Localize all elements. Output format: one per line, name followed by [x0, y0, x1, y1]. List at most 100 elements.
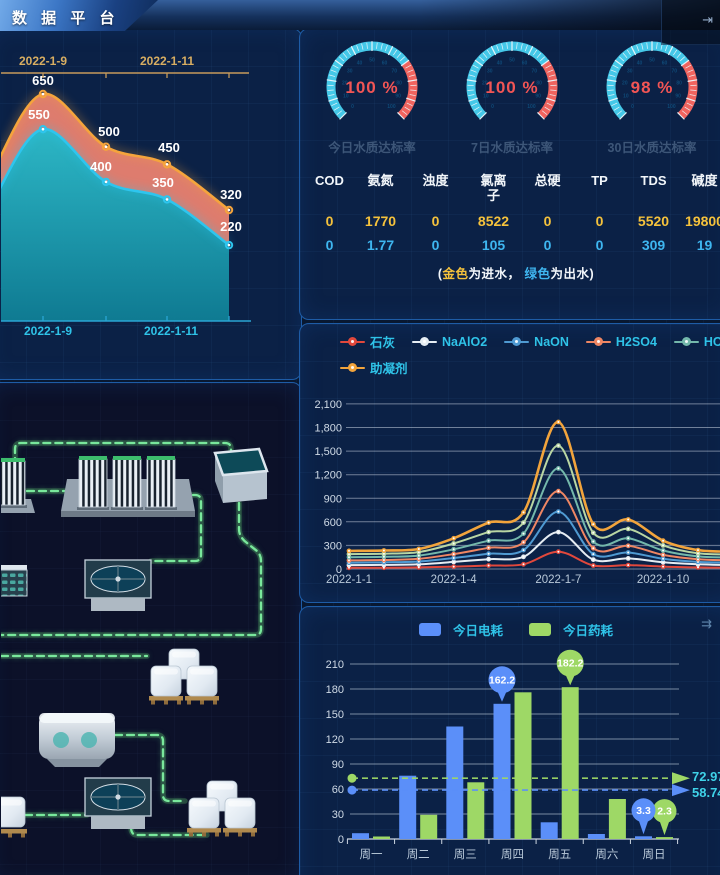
value-label: 450 — [158, 140, 180, 155]
x-tick-label: 周六 — [595, 848, 618, 861]
corner-box — [661, 0, 720, 45]
facility-3d-panel — [0, 382, 302, 875]
value-label: 650 — [32, 73, 54, 88]
bar-今日电耗 — [587, 834, 605, 839]
x-tick-label: 周三 — [454, 848, 477, 861]
average-dot — [347, 773, 357, 783]
y-tick-label: 150 — [326, 709, 344, 721]
table-cell: 5520 — [637, 212, 670, 229]
average-arrow — [672, 772, 690, 785]
gauge-label: 今日水质达标率 — [328, 141, 416, 155]
series-line-石灰 — [348, 550, 720, 569]
svg-text:50: 50 — [369, 57, 375, 63]
legend-item-H2SO4[interactable]: H2SO4 — [585, 332, 657, 351]
legend-item-HCL[interactable]: HCL — [673, 332, 720, 351]
dosing-legend: 石灰NaAlO2NaONH2SO4HCLNaCLO助凝剂 — [340, 332, 720, 384]
svg-text:70: 70 — [391, 69, 397, 75]
table-cell: 0 — [431, 212, 440, 229]
bag-stack-1 — [149, 648, 219, 705]
bar-今日电耗 — [635, 836, 652, 839]
legend-item-今日电耗[interactable]: 今日电耗 — [418, 620, 503, 639]
y-tick-label: 120 — [326, 734, 344, 746]
table-cell: 0 — [325, 212, 334, 229]
value-balloon — [556, 649, 584, 677]
y-tick-label: 2,100 — [314, 399, 342, 411]
balloon-value: 2.3 — [657, 806, 672, 818]
water-quality-table: COD 氨氮 浊度 氯离子 总硬 TP TDS 碱度 0 1770 0 8522 0 0 5520 1980 0… — [304, 170, 720, 253]
consumption-legend: 今日电耗 今日药耗 — [300, 620, 720, 639]
table-header-cell: TP — [591, 173, 608, 188]
table-header-cell: 总硬 — [534, 173, 561, 188]
svg-text:0: 0 — [351, 104, 354, 110]
value-label: 500 — [98, 124, 120, 139]
series-line-NaAlO2 — [348, 531, 720, 567]
note-part: ( — [437, 266, 443, 281]
value-label: 400 — [90, 159, 112, 174]
inlet-cells-unit — [1, 565, 28, 597]
y-tick-label: 180 — [326, 684, 344, 696]
collapse-right-icon[interactable]: ⇥ — [702, 12, 713, 27]
table-header-cell: 碱度 — [691, 173, 718, 188]
gauge-1: 0 10 20 30 40 50 60 70 80 90 100 100 % 今日水质达标率 — [302, 33, 442, 156]
series-line-助凝剂 — [348, 420, 720, 553]
note-part: 绿色 — [524, 266, 551, 281]
bar-今日电耗 — [399, 775, 417, 839]
svg-text:80: 80 — [536, 80, 542, 86]
svg-text:90: 90 — [675, 93, 681, 99]
svg-text:100: 100 — [387, 104, 396, 110]
legend-item-助凝剂[interactable]: 助凝剂 — [340, 358, 408, 377]
table-cell: 19 — [696, 236, 713, 253]
gauge-value: 100 % — [345, 78, 398, 97]
bar-今日药耗 — [561, 687, 579, 839]
svg-text:20: 20 — [622, 80, 628, 86]
inflow-outflow-panel: 650 500 450 320 550 400 350 220 2022-1-9 2022-1-1… — [0, 28, 302, 380]
value-balloon — [631, 798, 656, 823]
gauge-value: 100 % — [485, 78, 538, 97]
x-tick-label: 2022-1-10 — [637, 574, 689, 586]
y-tick-label: 0 — [338, 834, 344, 846]
svg-text:70: 70 — [531, 69, 537, 75]
series-line-NaON — [348, 510, 720, 564]
svg-text:0: 0 — [491, 104, 494, 110]
table-note: (金色为进水， 绿色为出水) — [300, 263, 720, 282]
svg-text:10: 10 — [623, 93, 629, 99]
inflow-band — [1, 93, 229, 246]
table-cell: 0 — [325, 236, 334, 253]
bar-今日药耗 — [467, 782, 485, 839]
table-cell: 0 — [595, 236, 604, 253]
inflow-outflow-chart: 650 500 450 320 550 400 350 220 2022-1-9 2022-1-1… — [1, 54, 251, 338]
x-tick-label: 周四 — [501, 848, 524, 861]
clarifier-1 — [84, 559, 152, 611]
note-part: 为进水， — [468, 266, 525, 281]
legend-item-石灰[interactable]: 石灰 — [340, 332, 395, 351]
y-tick-label: 1,800 — [314, 423, 342, 435]
x-tick-label: 2022-1-4 — [431, 574, 478, 586]
x-tick-label: 周日 — [643, 848, 666, 861]
value-label: 320 — [220, 187, 242, 202]
svg-text:10: 10 — [343, 93, 349, 99]
x-tick-label: 周一 — [360, 848, 383, 861]
legend-item-今日药耗[interactable]: 今日药耗 — [529, 620, 613, 639]
average-label: 72.97 — [692, 769, 720, 784]
expand-icon[interactable]: ⇉ — [701, 616, 712, 631]
table-cell: 105 — [481, 236, 506, 253]
bar-今日电耗 — [540, 822, 558, 839]
legend-item-NaON[interactable]: NaON — [504, 332, 569, 351]
y-tick-label: 0 — [336, 564, 342, 576]
legend-item-NaAlO2[interactable]: NaAlO2 — [412, 332, 487, 351]
bag-stack-left — [1, 796, 27, 838]
value-label: 220 — [220, 219, 242, 234]
svg-text:80: 80 — [676, 80, 682, 86]
table-cell: 8522 — [477, 212, 510, 229]
svg-text:80: 80 — [396, 80, 402, 86]
gauge-3: 0 10 20 30 40 50 60 70 80 90 100 98 % 30日水质达标率 — [582, 33, 720, 156]
svg-text:60: 60 — [662, 60, 668, 66]
y-tick-label: 300 — [324, 540, 342, 552]
bag-stack-2 — [187, 780, 257, 837]
gauge-label: 30日水质达标率 — [607, 141, 697, 155]
average-label: 58.74 — [692, 785, 720, 800]
value-label: 350 — [152, 175, 174, 190]
balloon-value: 182.2 — [557, 658, 583, 670]
